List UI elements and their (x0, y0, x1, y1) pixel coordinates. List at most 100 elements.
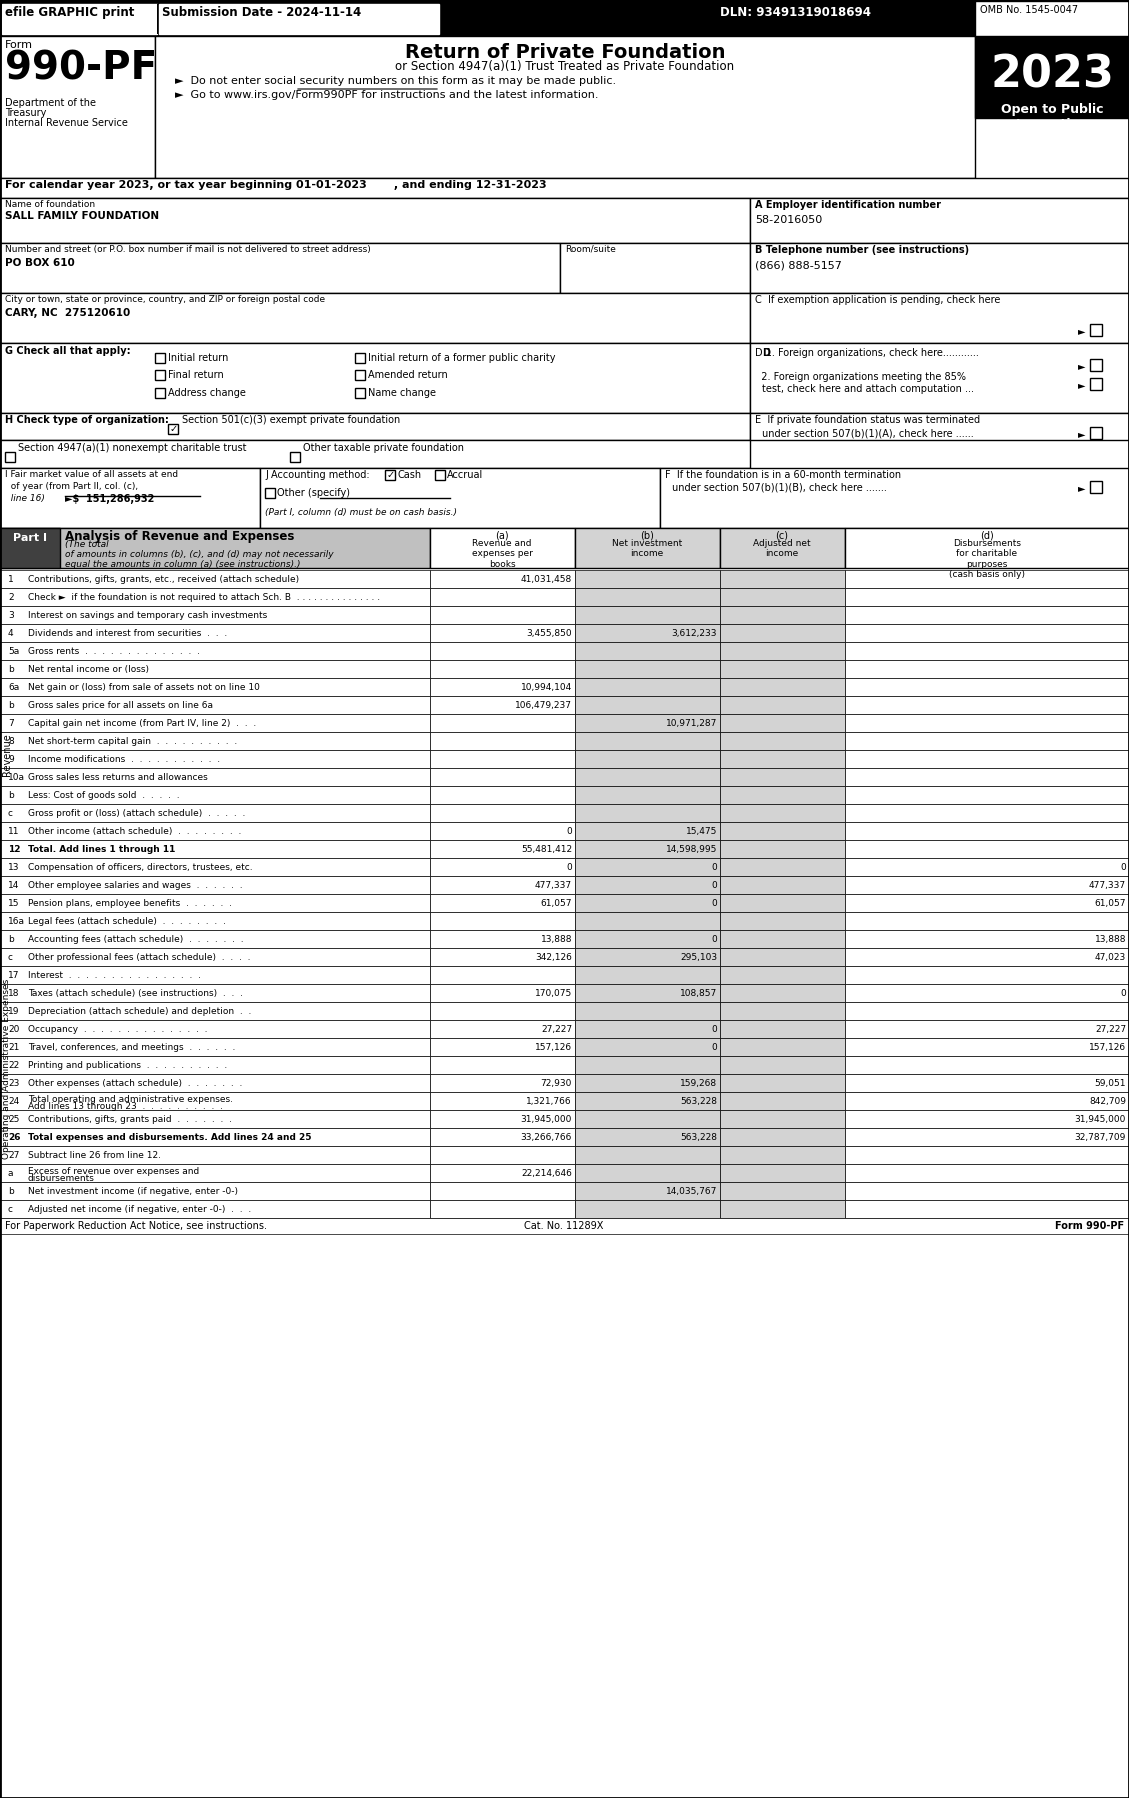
Text: B Telephone number (see instructions): B Telephone number (see instructions) (755, 245, 969, 255)
Text: OMB No. 1545-0047: OMB No. 1545-0047 (980, 5, 1078, 14)
Bar (0, 678, 430, 696)
Text: 0: 0 (1120, 989, 1126, 998)
Text: 159,268: 159,268 (680, 1079, 717, 1088)
Bar (0, 1181, 430, 1199)
Text: 11: 11 (8, 827, 19, 836)
Bar (430, 1091, 575, 1109)
Bar (575, 529, 720, 568)
Bar (0, 696, 430, 714)
Text: City or town, state or province, country, and ZIP or foreign postal code: City or town, state or province, country… (5, 295, 325, 304)
Bar (844, 984, 1129, 1001)
Text: 18: 18 (8, 989, 19, 998)
Text: 59,051: 59,051 (1094, 1079, 1126, 1088)
Text: ✓: ✓ (170, 424, 178, 433)
Text: J Accounting method:: J Accounting method: (265, 469, 369, 480)
Bar (750, 243, 1129, 293)
Text: Net short-term capital gain  .  .  .  .  .  .  .  .  .  .: Net short-term capital gain . . . . . . … (28, 737, 237, 746)
Text: Revenue: Revenue (2, 734, 12, 777)
Text: 10,971,287: 10,971,287 (666, 719, 717, 728)
Bar (720, 948, 844, 966)
Text: 27,227: 27,227 (1095, 1025, 1126, 1034)
Text: Depreciation (attach schedule) and depletion  .  .: Depreciation (attach schedule) and deple… (28, 1007, 252, 1016)
Bar (0, 642, 430, 660)
Bar (844, 570, 1129, 588)
Bar (430, 948, 575, 966)
Text: Disbursements
for charitable
purposes
(cash basis only): Disbursements for charitable purposes (c… (949, 539, 1025, 579)
Text: SALL FAMILY FOUNDATION: SALL FAMILY FOUNDATION (5, 210, 159, 221)
Bar (430, 696, 575, 714)
Text: 20: 20 (8, 1025, 19, 1034)
Text: ►: ► (1078, 379, 1085, 390)
Bar (575, 822, 720, 840)
Text: 47,023: 47,023 (1095, 953, 1126, 962)
Text: D 1. Foreign organizations, check here............: D 1. Foreign organizations, check here..… (755, 349, 979, 358)
Text: 10a: 10a (8, 773, 25, 782)
Text: Cat. No. 11289X: Cat. No. 11289X (524, 1221, 604, 1232)
Text: Form: Form (5, 40, 33, 50)
Text: C  If exemption application is pending, check here: C If exemption application is pending, c… (755, 295, 1000, 306)
Bar (430, 1145, 575, 1163)
Bar (720, 930, 844, 948)
Text: 31,945,000: 31,945,000 (520, 1115, 572, 1124)
Bar (430, 966, 575, 984)
Bar (0, 840, 430, 858)
Bar (575, 894, 720, 912)
Text: Capital gain net income (from Part IV, line 2)  .  .  .: Capital gain net income (from Part IV, l… (28, 719, 256, 728)
Bar (575, 966, 720, 984)
Bar (430, 1019, 575, 1037)
Bar (844, 1091, 1129, 1109)
Text: Net investment income (if negative, enter -0-): Net investment income (if negative, ente… (28, 1187, 238, 1196)
Bar (430, 1055, 575, 1073)
Bar (430, 624, 575, 642)
Bar (0, 624, 430, 642)
Text: For calendar year 2023, or tax year beginning 01-01-2023       , and ending 12-3: For calendar year 2023, or tax year begi… (5, 180, 546, 191)
Text: For Paperwork Reduction Act Notice, see instructions.: For Paperwork Reduction Act Notice, see … (5, 1221, 266, 1232)
Bar (720, 912, 844, 930)
Bar (0, 1127, 430, 1145)
Text: Open to Public
Inspection: Open to Public Inspection (1000, 102, 1103, 131)
Bar (720, 1091, 844, 1109)
Bar (430, 876, 575, 894)
Bar (0, 198, 750, 243)
Bar (720, 1109, 844, 1127)
Bar (720, 696, 844, 714)
Bar (575, 786, 720, 804)
Text: Room/suite: Room/suite (564, 245, 616, 254)
Text: Net rental income or (loss): Net rental income or (loss) (28, 665, 149, 674)
Text: Return of Private Foundation: Return of Private Foundation (405, 43, 725, 61)
Text: Gross profit or (loss) (attach schedule)  .  .  .  .  .: Gross profit or (loss) (attach schedule)… (28, 809, 245, 818)
Text: 1: 1 (8, 575, 14, 584)
Bar (430, 750, 575, 768)
Bar (0, 714, 430, 732)
Bar (0, 606, 430, 624)
Text: PO BOX 610: PO BOX 610 (5, 257, 75, 268)
Bar (0, 178, 1129, 198)
Text: 24: 24 (8, 1097, 19, 1106)
Bar (844, 1055, 1129, 1073)
Text: Adjusted net income (if negative, enter -0-)  .  .  .: Adjusted net income (if negative, enter … (28, 1205, 252, 1214)
Text: 21: 21 (8, 1043, 19, 1052)
Bar (844, 840, 1129, 858)
Bar (844, 948, 1129, 966)
Text: Adjusted net
income: Adjusted net income (753, 539, 811, 559)
Text: Internal Revenue Service: Internal Revenue Service (5, 119, 128, 128)
Bar (430, 660, 575, 678)
Text: G Check all that apply:: G Check all that apply: (5, 345, 131, 356)
Bar (0, 1217, 1129, 1233)
Text: I Fair market value of all assets at end: I Fair market value of all assets at end (5, 469, 178, 478)
Bar (720, 1199, 844, 1217)
Bar (844, 786, 1129, 804)
Bar (430, 732, 575, 750)
Bar (720, 606, 844, 624)
Bar (720, 822, 844, 840)
Text: Revenue and
expenses per
books: Revenue and expenses per books (472, 539, 533, 568)
Bar (720, 1019, 844, 1037)
Text: line 16): line 16) (5, 494, 45, 503)
Bar (720, 570, 844, 588)
Bar (720, 1181, 844, 1199)
Text: Amended return: Amended return (368, 370, 448, 379)
Bar (844, 1199, 1129, 1217)
Text: 563,228: 563,228 (680, 1133, 717, 1142)
Bar (720, 1055, 844, 1073)
Text: Contributions, gifts, grants paid  .  .  .  .  .  .  .: Contributions, gifts, grants paid . . . … (28, 1115, 231, 1124)
